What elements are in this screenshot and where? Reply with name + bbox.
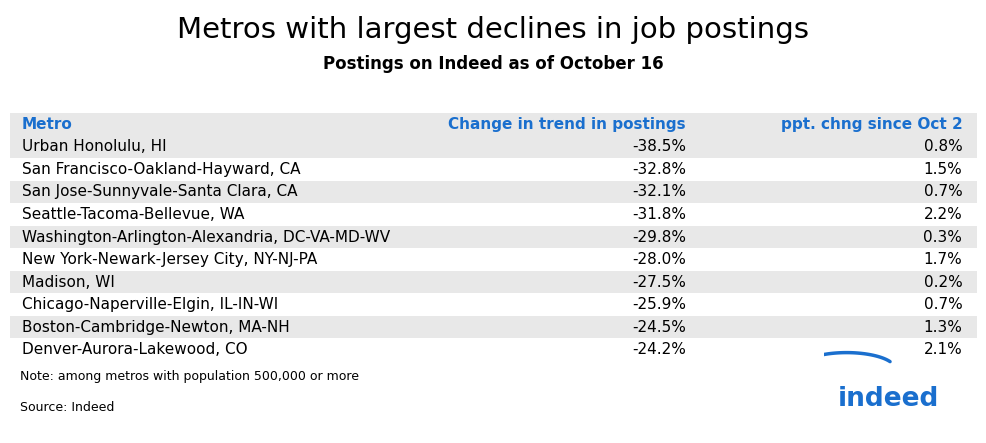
Text: 0.3%: 0.3%	[923, 229, 961, 245]
Text: -38.5%: -38.5%	[631, 139, 685, 154]
Text: Urban Honolulu, HI: Urban Honolulu, HI	[22, 139, 167, 154]
Text: ppt. chng since Oct 2: ppt. chng since Oct 2	[780, 117, 961, 132]
Text: -31.8%: -31.8%	[631, 207, 685, 222]
Text: 0.2%: 0.2%	[923, 275, 961, 290]
Text: -24.5%: -24.5%	[631, 320, 685, 335]
Text: -28.0%: -28.0%	[631, 252, 685, 267]
Text: 0.8%: 0.8%	[923, 139, 961, 154]
Text: indeed: indeed	[837, 386, 938, 412]
Text: Postings on Indeed as of October 16: Postings on Indeed as of October 16	[322, 55, 664, 74]
Text: Metro: Metro	[22, 117, 72, 132]
Text: -29.8%: -29.8%	[631, 229, 685, 245]
Text: New York-Newark-Jersey City, NY-NJ-PA: New York-Newark-Jersey City, NY-NJ-PA	[22, 252, 317, 267]
Text: San Francisco-Oakland-Hayward, CA: San Francisco-Oakland-Hayward, CA	[22, 162, 300, 177]
Text: 1.3%: 1.3%	[923, 320, 961, 335]
Text: 0.7%: 0.7%	[923, 297, 961, 312]
Text: -27.5%: -27.5%	[631, 275, 685, 290]
Text: Denver-Aurora-Lakewood, CO: Denver-Aurora-Lakewood, CO	[22, 342, 247, 357]
Text: Change in trend in postings: Change in trend in postings	[448, 117, 685, 132]
Text: Metros with largest declines in job postings: Metros with largest declines in job post…	[177, 16, 809, 43]
Text: Source: Indeed: Source: Indeed	[20, 401, 114, 414]
Text: Boston-Cambridge-Newton, MA-NH: Boston-Cambridge-Newton, MA-NH	[22, 320, 289, 335]
Text: -32.8%: -32.8%	[631, 162, 685, 177]
Text: Washington-Arlington-Alexandria, DC-VA-MD-WV: Washington-Arlington-Alexandria, DC-VA-M…	[22, 229, 389, 245]
Text: Madison, WI: Madison, WI	[22, 275, 114, 290]
Text: -25.9%: -25.9%	[631, 297, 685, 312]
Text: 2.2%: 2.2%	[923, 207, 961, 222]
Text: -32.1%: -32.1%	[631, 184, 685, 199]
Text: 1.7%: 1.7%	[923, 252, 961, 267]
Text: 2.1%: 2.1%	[923, 342, 961, 357]
Text: Seattle-Tacoma-Bellevue, WA: Seattle-Tacoma-Bellevue, WA	[22, 207, 244, 222]
Text: San Jose-Sunnyvale-Santa Clara, CA: San Jose-Sunnyvale-Santa Clara, CA	[22, 184, 297, 199]
Text: Chicago-Naperville-Elgin, IL-IN-WI: Chicago-Naperville-Elgin, IL-IN-WI	[22, 297, 278, 312]
Text: 1.5%: 1.5%	[923, 162, 961, 177]
Text: 0.7%: 0.7%	[923, 184, 961, 199]
Text: Note: among metros with population 500,000 or more: Note: among metros with population 500,0…	[20, 370, 358, 383]
Text: -24.2%: -24.2%	[631, 342, 685, 357]
